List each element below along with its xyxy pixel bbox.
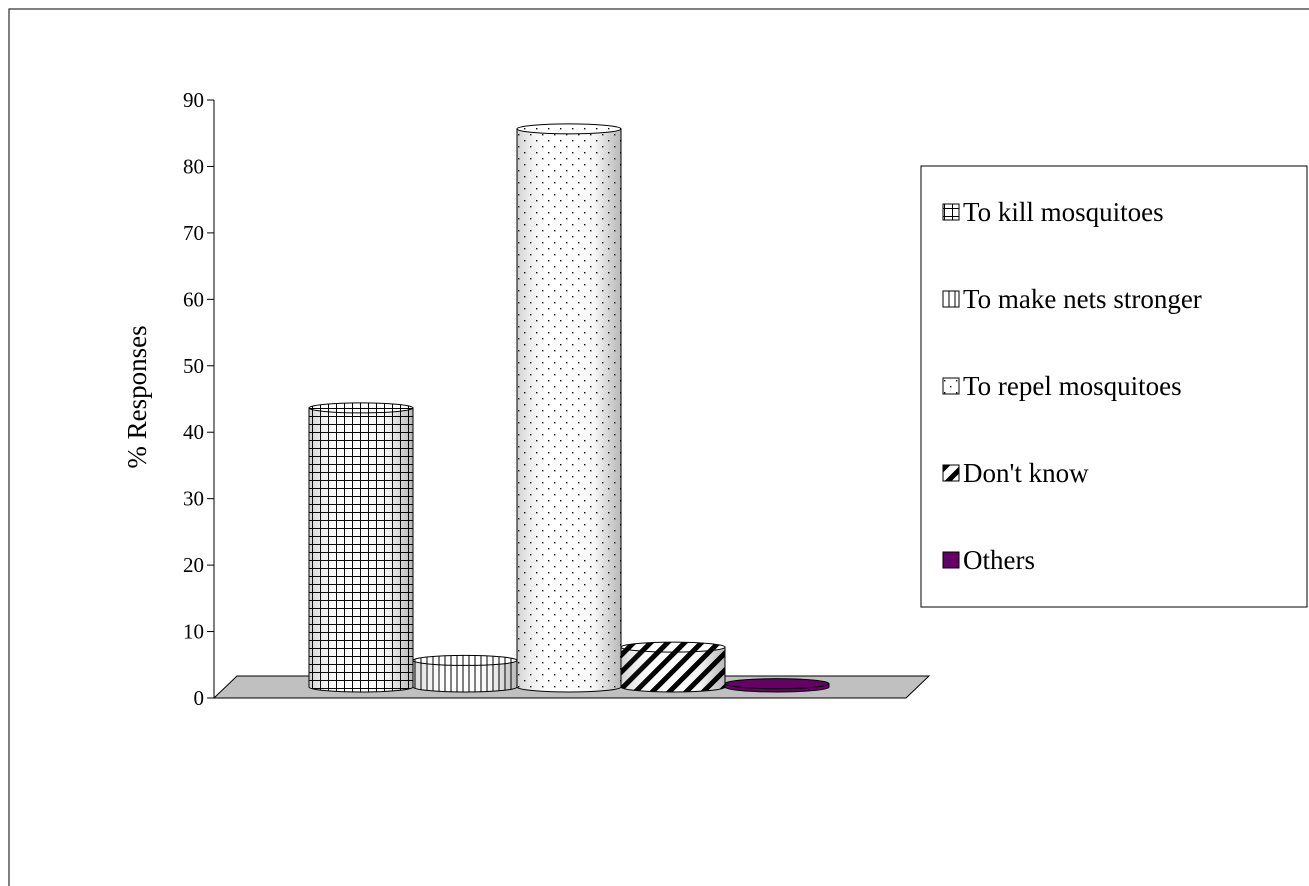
bar-top <box>308 402 414 414</box>
legend-label: To make nets stronger <box>963 284 1202 314</box>
legend-item: To repel mosquitoes <box>942 371 1182 401</box>
bar-shading <box>517 128 621 692</box>
legend-swatch <box>942 203 960 221</box>
legend-item: Don't know <box>942 458 1089 488</box>
chart-border <box>8 8 1309 886</box>
bar-to-make-nets-stronger <box>412 654 518 693</box>
y-tick-label: 60 <box>183 287 204 311</box>
y-axis-title: % Responses <box>122 325 152 468</box>
y-tick-label: 70 <box>183 221 204 245</box>
legend-item: Others <box>942 545 1035 575</box>
legend: To kill mosquitoes To make nets stronger T… <box>920 165 1308 608</box>
bar-top <box>516 123 622 135</box>
bar-shading <box>413 660 517 692</box>
legend-label: To repel mosquitoes <box>963 371 1182 401</box>
legend-swatch <box>942 464 960 482</box>
y-tick-label: 50 <box>183 354 204 378</box>
y-tick-label: 30 <box>183 487 204 511</box>
y-tick-label: 20 <box>183 553 204 577</box>
bar-to-kill-mosquitoes <box>308 402 414 693</box>
y-tick-label: 10 <box>183 620 204 644</box>
legend-swatch <box>942 377 960 395</box>
y-tick-label: 80 <box>183 154 204 178</box>
bar-top <box>724 678 830 690</box>
bar-to-repel-mosquitoes <box>516 123 622 693</box>
bar-shading <box>621 647 725 692</box>
legend-swatch <box>942 290 960 308</box>
legend-label: To kill mosquitoes <box>963 197 1164 227</box>
legend-label: Don't know <box>963 458 1089 488</box>
y-tick-label: 0 <box>194 686 205 710</box>
bar-don-t-know <box>620 641 726 693</box>
legend-item: To kill mosquitoes <box>942 197 1164 227</box>
y-tick-label: 40 <box>183 420 204 444</box>
legend-item: To make nets stronger <box>942 284 1202 314</box>
bar-shading <box>309 407 413 692</box>
bar-others <box>724 678 830 693</box>
bar-top <box>620 641 726 653</box>
legend-box <box>920 165 1308 608</box>
bars <box>308 123 830 693</box>
legend-label: Others <box>963 545 1035 575</box>
legend-swatch <box>942 551 960 569</box>
bar-top <box>412 654 518 666</box>
y-tick-label: 90 <box>183 88 204 112</box>
y-axis-ticks: 0 10 20 30 40 50 60 70 80 90 <box>183 88 214 710</box>
